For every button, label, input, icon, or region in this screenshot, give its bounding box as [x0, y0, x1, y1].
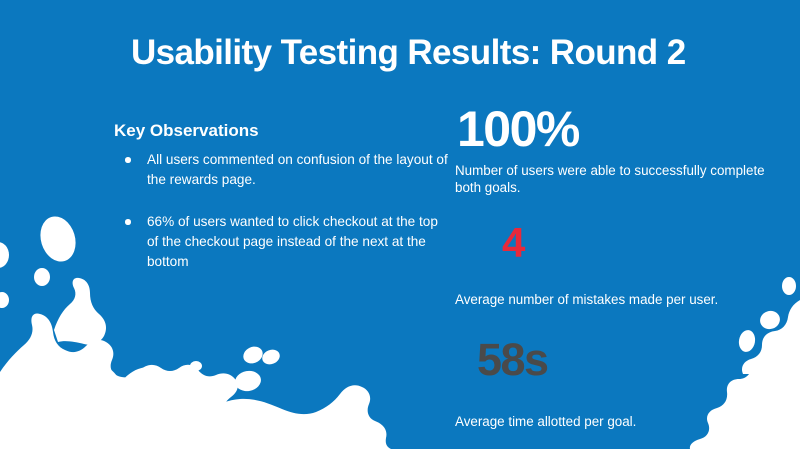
stat-value: 58s — [477, 334, 549, 385]
stat-block-completion-rate: 100% Number of users were able to succes… — [455, 104, 775, 196]
stat-caption: Average number of mistakes made per user… — [455, 292, 719, 307]
stat-caption: Average time allotted per goal. — [455, 414, 637, 429]
observations-list: All users commented on confusion of the … — [108, 150, 448, 272]
bullet-dot-icon — [125, 157, 131, 163]
key-metrics-section: 100% Number of users were able to succes… — [455, 104, 775, 430]
bullet-dot-icon — [125, 219, 131, 225]
stat-block-average-time: 58s Average time allotted per goal. — [455, 337, 775, 430]
list-item-text: All users commented on confusion of the … — [147, 152, 448, 187]
stat-caption: Number of users were able to successfull… — [455, 163, 765, 195]
key-observations-heading: Key Observations — [114, 121, 259, 140]
page-title: Usability Testing Results: Round 2 — [131, 33, 686, 72]
list-item: 66% of users wanted to click checkout at… — [108, 212, 448, 272]
stat-value: 4 — [502, 219, 525, 266]
list-item-text: 66% of users wanted to click checkout at… — [147, 214, 438, 269]
stat-block-average-mistakes: 4 Average number of mistakes made per us… — [455, 222, 775, 308]
list-item: All users commented on confusion of the … — [108, 150, 448, 190]
key-observations-section: Key Observations All users commented on … — [108, 120, 448, 272]
stat-value: 100% — [457, 101, 580, 157]
